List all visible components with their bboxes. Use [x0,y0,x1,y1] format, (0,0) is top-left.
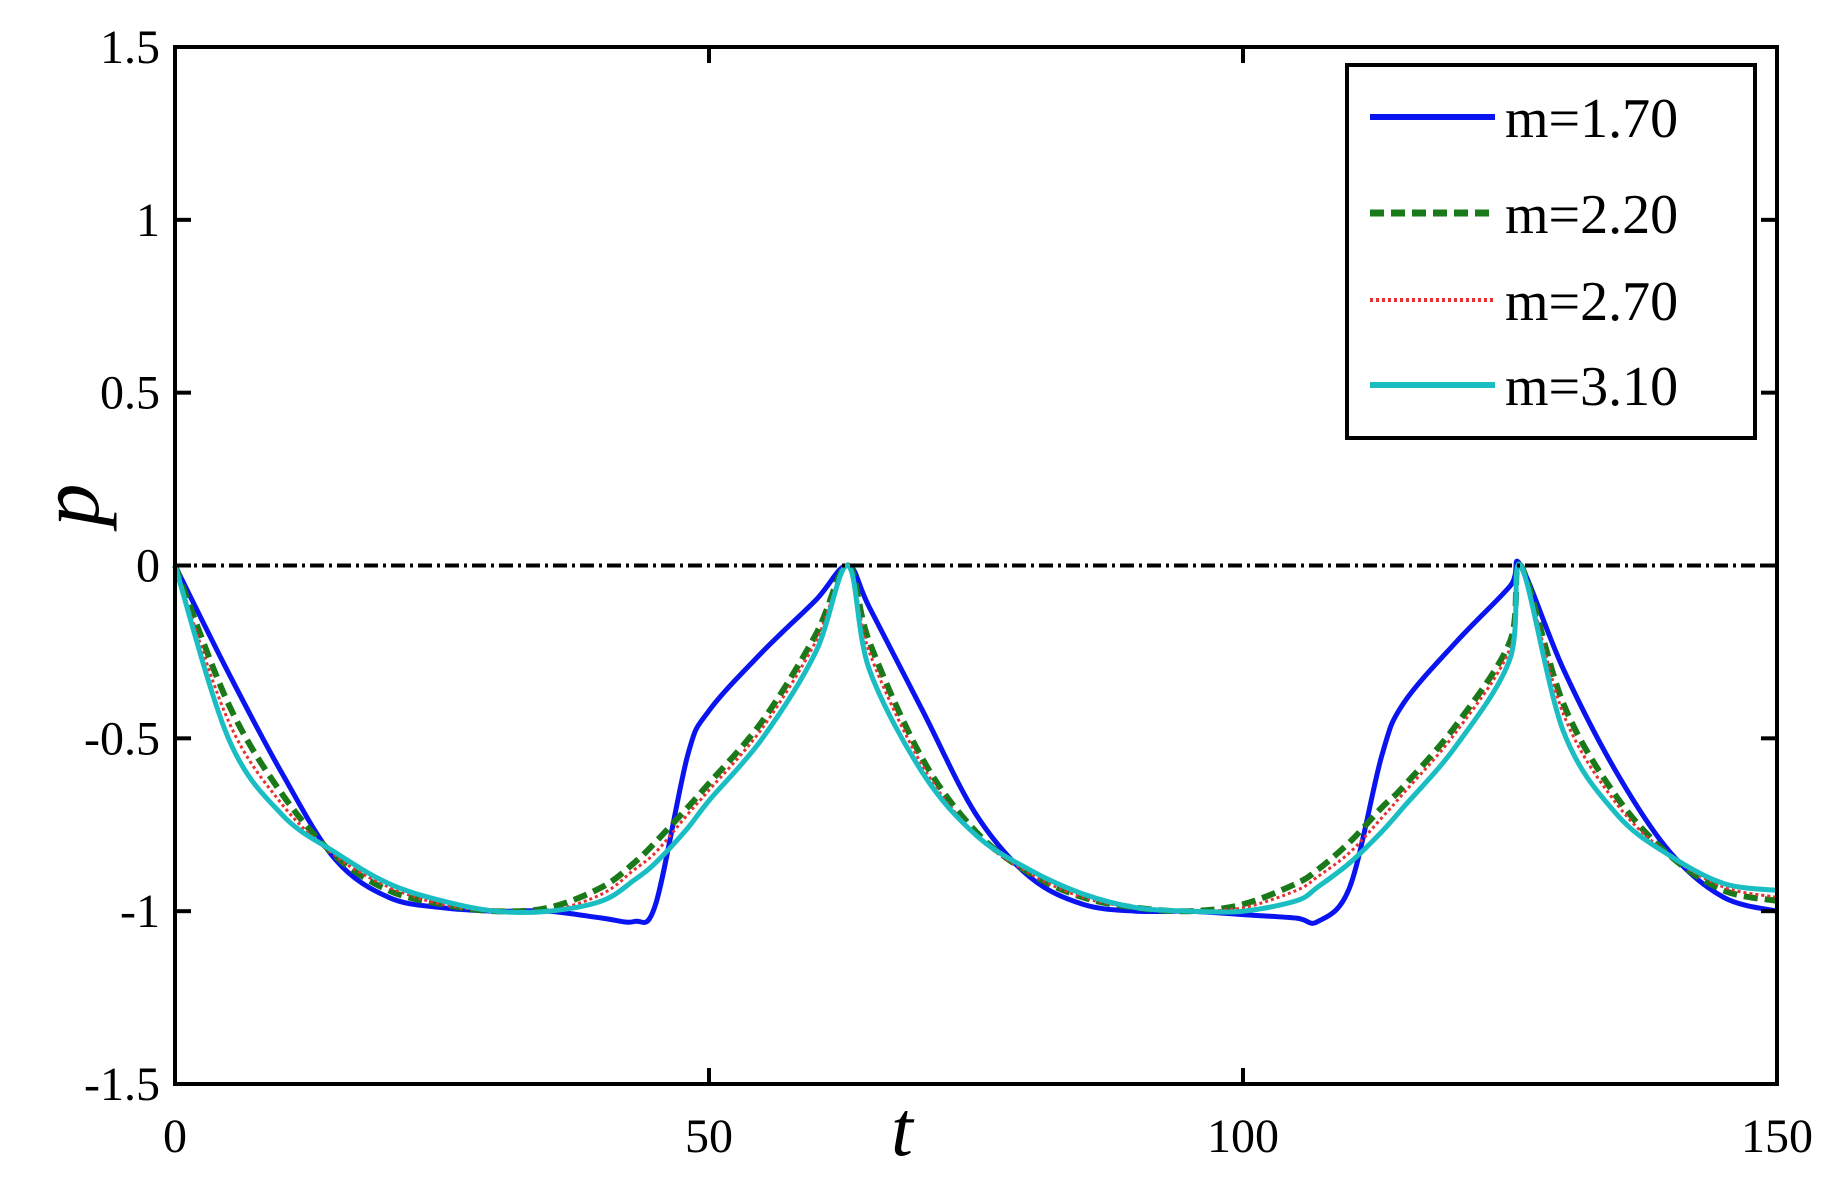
y-axis-title: p [21,484,117,533]
legend: m=1.70 m=2.20 m=2.70 m=3.10 [1345,63,1757,440]
y-tick-label-2: 0.5 [100,367,160,420]
y-tick-label-5: -1 [120,885,160,938]
tick-layer [173,45,1779,1086]
x-tick-label-2: 100 [1207,1110,1279,1163]
y-tick-label-3: 0 [136,540,160,593]
legend-label-1: m=1.70 [1505,88,1678,150]
series-line-4 [172,561,1778,915]
x-tick-label-1: 50 [685,1110,733,1163]
y-tick-label-0: 1.5 [100,21,160,74]
x-tick-labels: 0 50 100 150 [163,1110,1813,1163]
y-tick-labels: 1.5 1 0.5 0 -0.5 -1 -1.5 [84,21,160,1111]
series-layer [172,558,1778,926]
legend-box [1345,63,1757,440]
x-axis-title: t [891,1085,915,1172]
y-tick-label-6: -1.5 [84,1058,160,1111]
x-tick-label-3: 150 [1741,1110,1813,1163]
legend-label-4: m=3.10 [1505,356,1678,418]
y-tick-label-4: -0.5 [84,712,160,765]
x-tick-label-0: 0 [163,1110,187,1163]
legend-label-3: m=2.70 [1505,271,1678,333]
legend-items: m=1.70 m=2.20 m=2.70 m=3.10 [1370,88,1678,418]
legend-label-2: m=2.20 [1505,184,1678,246]
y-tick-label-1: 1 [136,194,160,247]
